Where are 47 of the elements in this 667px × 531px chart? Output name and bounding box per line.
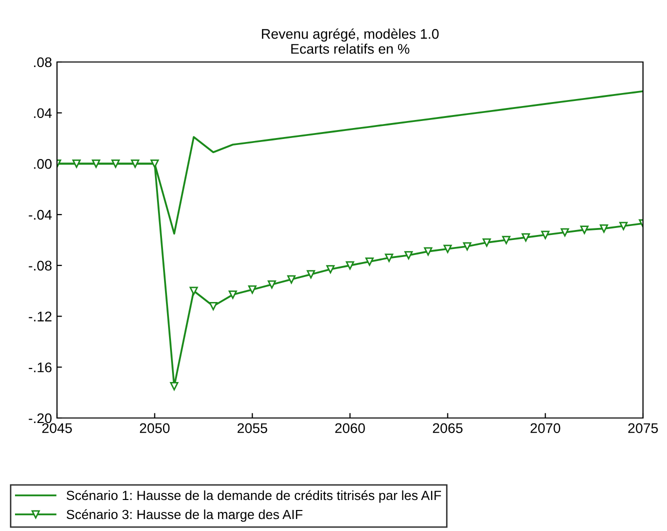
point <box>384 254 394 262</box>
point <box>228 290 237 299</box>
point <box>365 257 374 266</box>
x-tick-label: 2060 <box>335 423 365 434</box>
x-tick-label: 2065 <box>432 423 463 434</box>
point <box>209 302 218 310</box>
y-tick-label: .08 <box>34 57 52 68</box>
point <box>170 382 178 390</box>
point <box>306 270 316 278</box>
point <box>560 228 570 237</box>
point <box>463 242 472 251</box>
point <box>424 247 432 256</box>
point <box>150 160 159 168</box>
x-tick-label: 2070 <box>530 423 560 434</box>
point <box>346 261 354 270</box>
point <box>190 286 198 296</box>
y-tick-label: -.16 <box>28 362 52 372</box>
point <box>580 226 589 234</box>
point <box>72 160 81 168</box>
y-tick-label: .04 <box>34 108 52 118</box>
point <box>600 224 608 233</box>
y-tick-label: -.08 <box>28 260 52 271</box>
point <box>522 233 530 242</box>
point <box>482 238 491 247</box>
point <box>404 251 413 260</box>
y-tick-label: -.04 <box>28 210 52 220</box>
x-tick-label: 2045 <box>42 423 72 434</box>
point <box>619 222 628 230</box>
point <box>444 244 452 254</box>
y-tick-label: -.12 <box>28 312 52 322</box>
chart-title: Revenu agrégé, modèles 1.0 Ecarts relatifs en % <box>262 28 439 54</box>
x-tick-label: 2075 <box>628 423 658 434</box>
point <box>326 265 335 274</box>
x-tick-label: 2050 <box>140 423 170 434</box>
y-tick-label: -.20 <box>28 413 52 424</box>
point <box>92 160 100 168</box>
point <box>502 236 510 244</box>
y-tick-label: .00 <box>34 159 52 169</box>
point <box>130 160 140 168</box>
point <box>287 275 296 284</box>
legend-label: Scénario 1: Hausse de la demande de crédits titrisés par les AIF <box>66 490 442 503</box>
legend-label: Scénario 3: Hausse de la marge des AIF <box>66 509 302 522</box>
point <box>541 230 550 240</box>
point <box>268 280 276 289</box>
point <box>111 160 120 168</box>
point <box>248 285 256 294</box>
x-tick-label: 2055 <box>238 423 268 434</box>
